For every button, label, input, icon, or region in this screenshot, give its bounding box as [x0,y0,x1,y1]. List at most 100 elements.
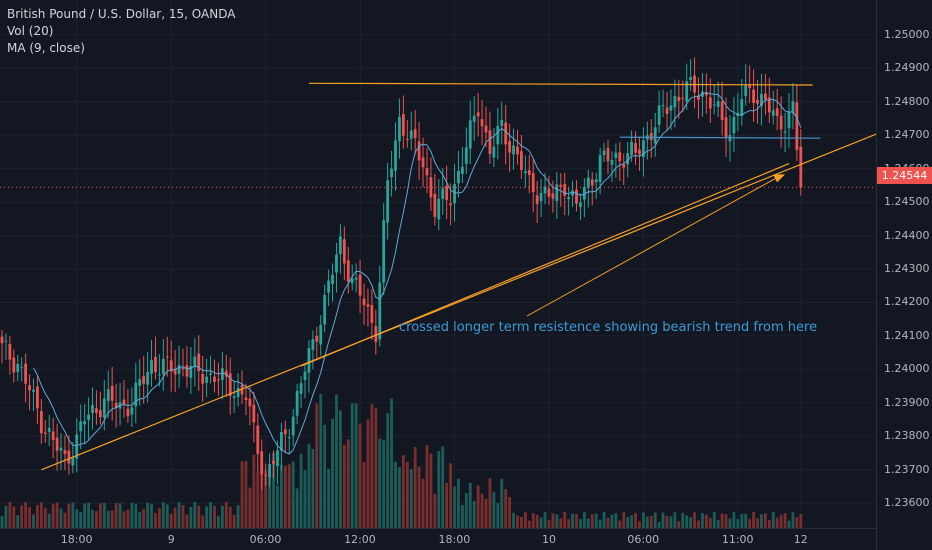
volume-bar [457,478,460,528]
volume-bar [787,520,791,528]
candle-body [756,99,759,104]
volume-bar [146,502,149,528]
volume-bar [771,512,775,528]
volume-bar [492,492,496,528]
candle-body [602,150,606,156]
candle-body [484,125,488,133]
candle-body [496,126,500,145]
volume-bar [480,493,484,528]
candle-body [51,431,55,441]
volume-bar [279,464,283,528]
candle-body [177,365,181,374]
volume-bar [520,516,523,528]
candle-body [586,177,590,188]
volume-bar [689,517,693,528]
time-axis[interactable]: 18:00 9 06:00 12:00 18:00 10 06:00 11:00 12 [0,528,876,550]
candle-body [704,92,708,96]
volume-bar [24,502,28,528]
volume-bar [484,498,488,528]
candle-body [36,386,39,409]
volume-bar [110,510,114,528]
chart-annotation-text[interactable]: crossed longer term resistence showing b… [399,320,818,335]
candle-body [110,385,114,401]
volume-bar [582,512,586,528]
candle-body [346,260,350,282]
legend-symbol[interactable]: British Pound / U.S. Dollar, 15, OANDA [7,7,236,21]
candle-body [209,373,212,375]
volume-bar [236,505,240,528]
candle-body [516,146,519,155]
price-axis[interactable]: 1.250001.249001.248001.247001.246001.245… [876,0,932,550]
volume-bar [488,478,492,528]
volume-bar [547,519,551,528]
volume-bar [642,512,645,528]
candle-body [712,104,716,106]
candle-body [71,457,75,466]
price-tick-label: 1.23700 [884,462,930,476]
price-tick-label: 1.24300 [884,262,930,276]
candle-body [787,111,791,129]
candle-body [476,112,480,117]
volume-bar [16,515,20,528]
candle-body [657,105,661,125]
volume-bar [523,512,527,528]
candle-body [665,107,669,114]
volume-bar [181,505,185,528]
candle-body [276,450,279,467]
candle-body [173,369,177,375]
candle-body [236,387,240,398]
candle-body [417,141,421,161]
volume-bar [468,482,472,528]
volume-bar [783,513,787,528]
candle-body [606,148,610,162]
volume-bar [366,419,370,528]
volume-bar [169,513,173,528]
volume-bar [657,521,661,528]
legend-volume[interactable]: Vol (20) [7,24,54,38]
volume-bar [185,514,189,528]
volume-bar [315,403,319,528]
legend-moving-average[interactable]: MA (9, close) [7,41,85,55]
candle-body [437,198,441,220]
volume-bar [158,508,161,528]
candle-body [287,437,291,439]
volume-bar [240,461,244,528]
volume-bar [504,489,508,528]
candle-body [150,360,153,374]
trendline-short-term [300,163,790,367]
volume-bar [476,485,480,528]
volume-bar [87,502,90,528]
candle-body [126,408,130,417]
candle-body [331,274,334,284]
volume-bar [362,462,366,528]
candle-body [0,336,4,344]
time-tick-label: 9 [167,533,175,546]
price-tick-label: 1.23600 [884,496,930,510]
candle-body [579,202,582,207]
volume-bar [130,502,134,528]
drawing-tools [41,82,877,471]
volume-bar [394,461,397,528]
volume-bar [106,510,110,528]
volume-bar [752,512,755,528]
volume-bar [370,404,374,528]
volume-bar [79,511,83,528]
volume-bar [606,517,610,528]
volume-bar [677,521,681,528]
candle-body [213,376,216,383]
volume-bar [138,512,142,528]
volume-bar [228,506,232,528]
candle-body [67,450,71,464]
volume-bar [12,506,16,528]
price-tick-label: 1.24500 [884,195,930,209]
volume-bar [543,512,547,528]
candle-body [708,97,712,109]
volume-bar [634,512,637,528]
candle-body [362,298,366,306]
volume-bar [744,513,748,528]
volume-bar [55,502,59,528]
candle-body [248,398,252,407]
volume-bar [748,519,752,528]
